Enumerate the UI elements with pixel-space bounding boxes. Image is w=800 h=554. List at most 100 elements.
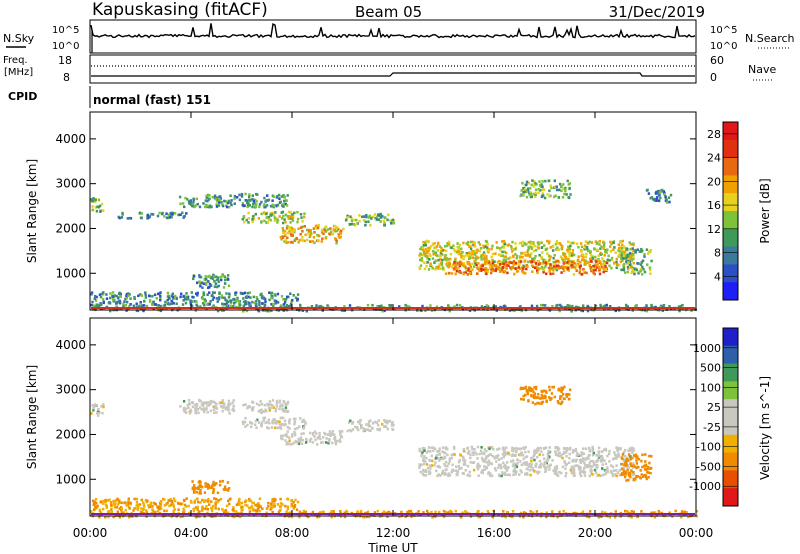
- data-cell: [184, 196, 187, 200]
- data-cell: [480, 456, 484, 460]
- data-cell: [637, 307, 640, 311]
- data-cell: [200, 296, 204, 299]
- data-cell: [294, 498, 297, 502]
- data-cell: [596, 263, 599, 266]
- data-cell: [290, 226, 293, 230]
- data-cell: [229, 201, 232, 205]
- data-cell: [151, 213, 155, 216]
- data-cell: [383, 419, 386, 422]
- data-cell: [289, 211, 292, 214]
- data-cell: [629, 263, 632, 266]
- data-cell: [541, 185, 544, 189]
- data-cell: [485, 449, 488, 453]
- data-cell: [524, 450, 527, 454]
- data-cell: [470, 251, 473, 254]
- data-cell: [237, 300, 241, 304]
- data-cell: [290, 234, 293, 237]
- data-cell: [284, 439, 287, 442]
- data-cell: [140, 212, 143, 215]
- data-cell: [424, 254, 427, 258]
- data-cell: [636, 455, 639, 458]
- data-cell: [635, 459, 638, 462]
- data-cell: [455, 263, 458, 267]
- data-cell: [584, 262, 587, 266]
- data-cell: [200, 403, 204, 406]
- data-cell: [648, 461, 651, 465]
- data-cell: [502, 260, 505, 264]
- data-cell: [616, 446, 619, 450]
- data-cell: [498, 253, 502, 257]
- data-cell: [542, 258, 545, 262]
- data-cell: [279, 497, 282, 501]
- data-cell: [463, 254, 466, 258]
- data-cell: [630, 510, 633, 513]
- data-cell: [244, 199, 247, 202]
- data-cell: [108, 498, 111, 502]
- data-cell: [322, 232, 325, 235]
- data-cell: [205, 283, 208, 286]
- data-cell: [426, 509, 429, 513]
- data-cell: [221, 204, 225, 208]
- data-cell: [604, 447, 607, 451]
- data-cell: [540, 256, 543, 259]
- data-cell: [222, 286, 226, 289]
- data-cell: [158, 211, 161, 215]
- data-cell: [680, 515, 683, 519]
- data-cell: [332, 228, 335, 231]
- data-cell: [559, 402, 563, 406]
- data-cell: [129, 217, 133, 220]
- data-cell: [439, 474, 442, 477]
- data-cell: [491, 258, 494, 262]
- data-cell: [474, 262, 477, 265]
- data-cell: [550, 186, 553, 190]
- data-cell: [600, 252, 603, 256]
- data-cell: [197, 500, 200, 504]
- data-cell: [339, 232, 343, 235]
- data-cell: [543, 196, 547, 200]
- data-cell: [524, 254, 527, 257]
- data-cell: [553, 253, 556, 257]
- data-cell: [381, 309, 384, 313]
- data-cell: [286, 224, 289, 228]
- data-cell: [523, 190, 526, 194]
- data-cell: [571, 251, 574, 255]
- data-cell: [186, 403, 189, 407]
- data-cell: [259, 293, 262, 297]
- data-cell: [548, 446, 551, 449]
- data-cell: [513, 272, 516, 276]
- data-cell: [370, 217, 373, 220]
- data-cell: [620, 253, 623, 257]
- data-cell: [542, 194, 545, 197]
- data-cell: [563, 461, 567, 464]
- data-cell: [274, 211, 277, 214]
- data-cell: [299, 417, 302, 420]
- data-cell: [559, 397, 562, 401]
- data-cell: [526, 265, 529, 268]
- data-cell: [181, 211, 184, 215]
- data-cell: [98, 411, 101, 414]
- data-cell: [271, 498, 274, 501]
- data-cell: [589, 464, 593, 468]
- data-cell: [538, 184, 542, 187]
- data-cell: [657, 509, 661, 513]
- data-cell: [629, 243, 632, 246]
- data-cell: [276, 292, 280, 296]
- data-cell: [615, 474, 618, 478]
- data-cell: [462, 272, 465, 276]
- data-cell: [555, 188, 559, 192]
- freq-left-tick-top: 18: [58, 54, 72, 67]
- data-cell: [119, 292, 122, 296]
- data-cell: [245, 309, 249, 313]
- data-cell: [650, 455, 653, 458]
- noise-left-tick-top: 10^5: [52, 25, 79, 36]
- data-cell: [438, 459, 441, 462]
- data-cell: [490, 271, 493, 275]
- data-cell: [512, 462, 515, 465]
- data-cell: [418, 466, 421, 469]
- data-cell: [435, 245, 438, 248]
- data-cell: [527, 245, 530, 249]
- data-cell: [179, 405, 182, 408]
- data-cell: [290, 504, 293, 508]
- data-cell: [267, 406, 271, 410]
- data-cell: [632, 447, 635, 450]
